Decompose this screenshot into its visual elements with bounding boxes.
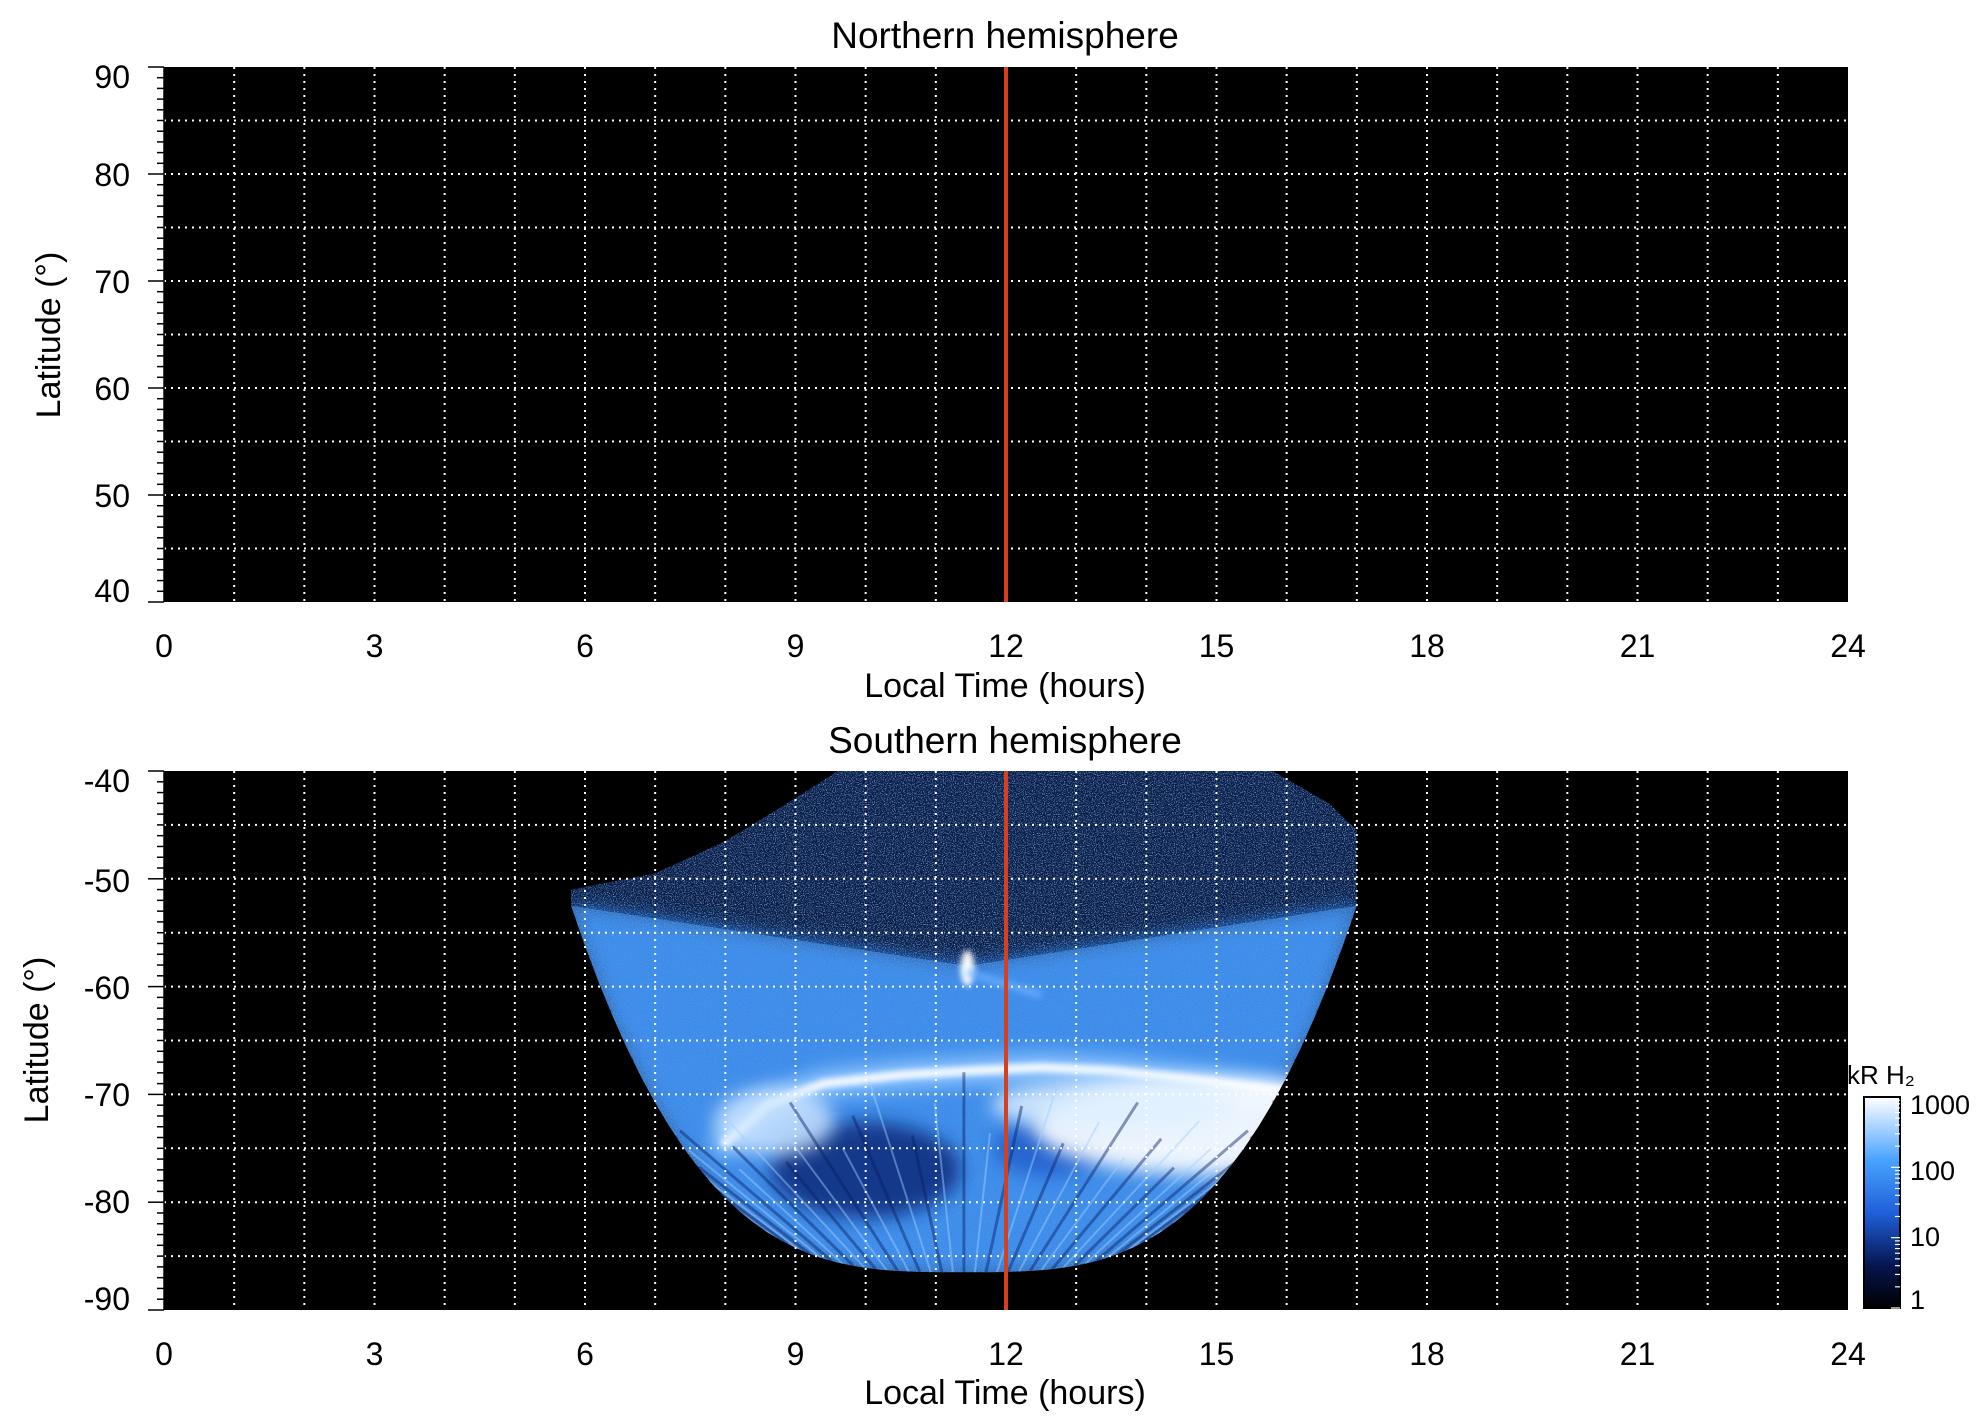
x-tick-label: 3 — [366, 1336, 384, 1372]
radial-streak — [973, 1132, 991, 1273]
colorbar-ticks — [1891, 1099, 1900, 1309]
south-x-tick-labels: 0 3 6 9 12 15 18 21 24 — [155, 1336, 1866, 1372]
y-tick-label: 90 — [94, 59, 130, 95]
y-tick-label: -40 — [84, 763, 130, 799]
dawn-arc — [714, 1087, 835, 1156]
x-tick-label: 21 — [1620, 1336, 1656, 1372]
y-tick-label: 70 — [94, 264, 130, 300]
north-y-tick-labels: 90 80 70 60 50 40 — [94, 59, 130, 609]
x-tick-label: 6 — [576, 1336, 594, 1372]
radial-streak — [1095, 1129, 1249, 1263]
radial-streak — [851, 1115, 922, 1273]
x-tick-label: 6 — [576, 628, 594, 664]
radial-streak — [868, 1081, 932, 1273]
south-title: Southern hemisphere — [828, 720, 1182, 761]
colorbar-tick-label: 100 — [1910, 1156, 1955, 1186]
radial-streak — [678, 1129, 833, 1263]
radial-streak — [1050, 1137, 1163, 1271]
colorbar-gradient — [1863, 1096, 1901, 1309]
radial-streak — [788, 1101, 899, 1272]
emission-dark-pocket — [770, 1121, 961, 1218]
x-tick-label: 0 — [155, 628, 173, 664]
south-y-axis-label: Latitude (°) — [18, 957, 56, 1124]
north-y-axis-label: Latitude (°) — [30, 252, 68, 419]
colorbar-tick-label: 1 — [1910, 1285, 1925, 1315]
x-tick-label: 24 — [1830, 1336, 1866, 1372]
radial-streak — [1062, 1120, 1200, 1269]
radial-streak — [1106, 1168, 1217, 1259]
afternoon-bright-region-inner — [991, 1079, 1232, 1132]
x-tick-label: 12 — [988, 628, 1024, 664]
colorbar-tick-label: 10 — [1910, 1222, 1940, 1252]
emission-band-lower-highlight — [571, 905, 1357, 1273]
emission-band-lower — [571, 905, 1357, 1273]
south-minor-ticks — [148, 770, 165, 1311]
x-tick-label: 0 — [155, 1336, 173, 1372]
radial-streak — [731, 1145, 855, 1268]
y-tick-label: -80 — [84, 1184, 130, 1220]
south-y-tick-labels: -40 -50 -60 -70 -80 -90 — [84, 763, 130, 1317]
radial-streak — [933, 1103, 954, 1273]
y-tick-label: 60 — [94, 371, 130, 407]
y-tick-label: 50 — [94, 478, 130, 514]
colorbar-label: kR H₂ — [1847, 1060, 1915, 1090]
radial-streak — [688, 1149, 822, 1259]
north-x-tick-labels: 0 3 6 9 12 15 18 21 24 — [155, 628, 1866, 664]
radial-streak — [1028, 1101, 1139, 1272]
colorbar-tick-label: 1000 — [1910, 1090, 1970, 1120]
radial-streak — [738, 1168, 844, 1265]
north-x-axis-label: Local Time (hours) — [864, 667, 1146, 705]
panel-north: Northern hemisphere 0 3 6 9 12 15 18 21 … — [30, 15, 1866, 705]
colorbar: kR H₂ 1000 100 10 1 — [1847, 1060, 1970, 1315]
radial-streak — [1073, 1166, 1175, 1268]
radial-streak — [1084, 1148, 1212, 1265]
radial-streak — [698, 1166, 811, 1255]
radial-streak — [784, 1160, 877, 1271]
y-tick-label: -90 — [84, 1281, 130, 1317]
y-tick-label: -60 — [84, 970, 130, 1006]
x-tick-label: 18 — [1409, 628, 1445, 664]
x-tick-label: 9 — [787, 1336, 805, 1372]
bright-spot — [960, 950, 975, 987]
south-x-axis-label: Local Time (hours) — [864, 1374, 1146, 1412]
y-tick-label: -50 — [84, 863, 130, 899]
radial-streak — [1006, 1142, 1065, 1273]
radial-streak — [1040, 1157, 1126, 1271]
radial-streak — [910, 1135, 944, 1273]
panel-south: Southern hemisphere 0 3 6 9 12 15 18 21 … — [18, 720, 1866, 1412]
y-tick-label: -70 — [84, 1077, 130, 1113]
y-tick-label: 40 — [94, 573, 130, 609]
radial-streak — [1117, 1147, 1254, 1255]
x-tick-label: 15 — [1199, 628, 1235, 664]
x-tick-label: 18 — [1409, 1336, 1445, 1372]
x-tick-label: 24 — [1830, 628, 1866, 664]
radial-streak — [727, 1120, 866, 1269]
radial-streak — [841, 1147, 910, 1273]
x-tick-label: 9 — [787, 628, 805, 664]
x-tick-label: 3 — [366, 628, 384, 664]
y-tick-label: 80 — [94, 157, 130, 193]
north-minor-ticks — [148, 66, 165, 603]
radial-streak — [984, 1105, 1024, 1273]
radial-streak — [1018, 1121, 1101, 1273]
x-tick-label: 12 — [988, 1336, 1024, 1372]
north-title: Northern hemisphere — [831, 15, 1179, 56]
x-tick-label: 15 — [1199, 1336, 1235, 1372]
x-tick-label: 21 — [1620, 628, 1656, 664]
